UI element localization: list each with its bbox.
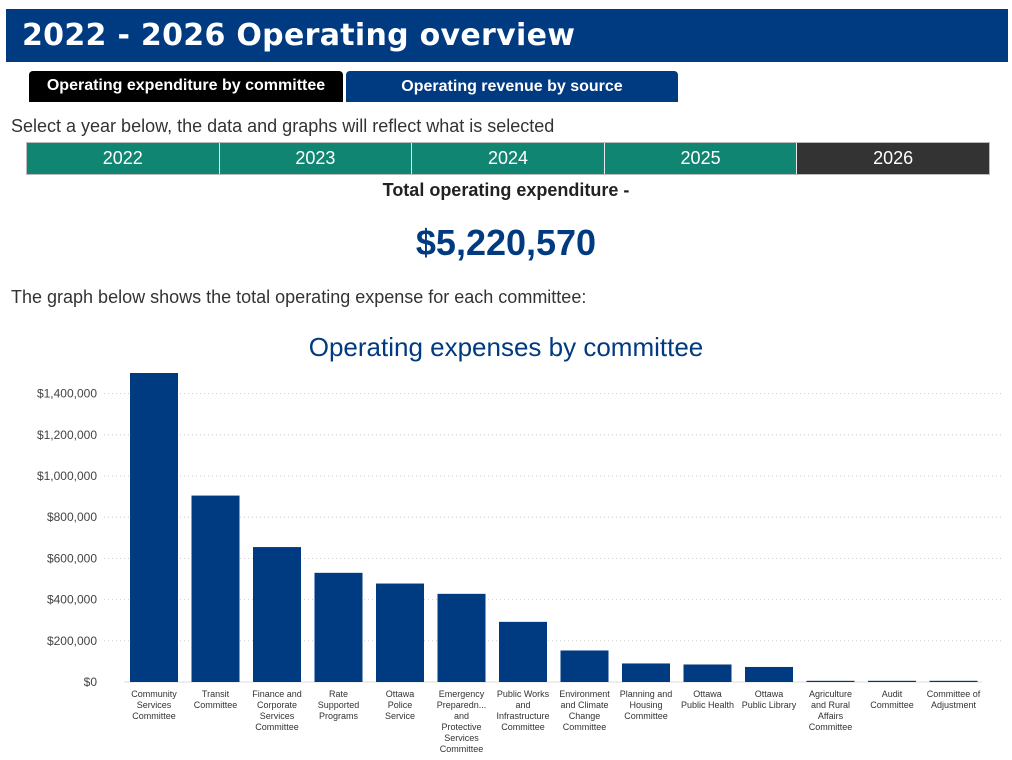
bar [130,373,178,682]
bar [929,680,978,682]
bar-chart: $0 $200,000 $400,000 $600,000 $800,000 $1,000… [37,373,1002,754]
year-button-2026[interactable]: 2026 [797,143,989,174]
bar [868,680,916,682]
bar [314,572,363,682]
bar [622,663,670,682]
bar [191,495,240,682]
y-tick-label: $200,000 [47,634,97,648]
x-category-label: Rate Supported Programs [318,689,360,721]
bar [560,650,609,682]
bar [683,664,732,682]
x-category-label: Planning and Housing Committee [620,689,673,721]
x-category-label: Transit Committee [194,689,238,710]
x-category-label: Ottawa Public Library [742,689,797,710]
x-category-label: Audit Committee [870,689,914,710]
bar [437,593,486,682]
y-tick-label: $1,400,000 [37,387,97,401]
y-tick-label: $1,000,000 [37,469,97,483]
x-category-label: Committee of Adjustment [927,689,981,710]
page-title: 2022 - 2026 Operating overview [22,18,576,53]
page-header: 2022 - 2026 Operating overview [6,9,1008,62]
year-selector: 2022 2023 2024 2025 2026 [26,142,990,175]
x-category-label: Agriculture and Rural Affairs Committee [809,689,853,732]
total-expenditure-label: Total operating expenditure - [382,180,630,200]
y-tick-label: $600,000 [47,551,97,565]
bar [499,621,547,682]
year-instruction: Select a year below, the data and graphs… [11,116,555,136]
x-category-label: Environment and Climate Change Committee [559,689,610,732]
y-tick-label: $400,000 [47,593,97,607]
x-category-label: Emergency Preparedn... and Protective Servic… [437,689,487,754]
bar [745,666,793,682]
y-tick-label: $0 [84,675,98,689]
graph-description: The graph below shows the total operatin… [11,287,587,307]
chart-title: Operating expenses by committee [308,332,704,362]
year-button-2025[interactable]: 2025 [604,143,798,174]
y-tick-label: $800,000 [47,510,97,524]
tab-operating-expenditure[interactable]: Operating expenditure by committee [29,71,343,102]
x-category-label: Public Works and Infrastructure Committee [496,689,549,732]
bar [376,583,424,682]
tab-operating-revenue[interactable]: Operating revenue by source [346,71,678,102]
bar [806,680,855,682]
x-category-label: Community Services Committee [131,689,177,721]
year-button-2024[interactable]: 2024 [412,143,605,174]
x-category-label: Ottawa Public Health [681,689,734,710]
year-button-2023[interactable]: 2023 [219,143,413,174]
year-button-2022[interactable]: 2022 [27,143,220,174]
y-tick-label: $1,200,000 [37,428,97,442]
x-category-label: Ottawa Police Service [385,689,415,721]
x-category-label: Finance and Corporate Services Committee [252,689,302,732]
total-expenditure-value: $5,220,570 [415,222,597,263]
bar [253,547,301,682]
